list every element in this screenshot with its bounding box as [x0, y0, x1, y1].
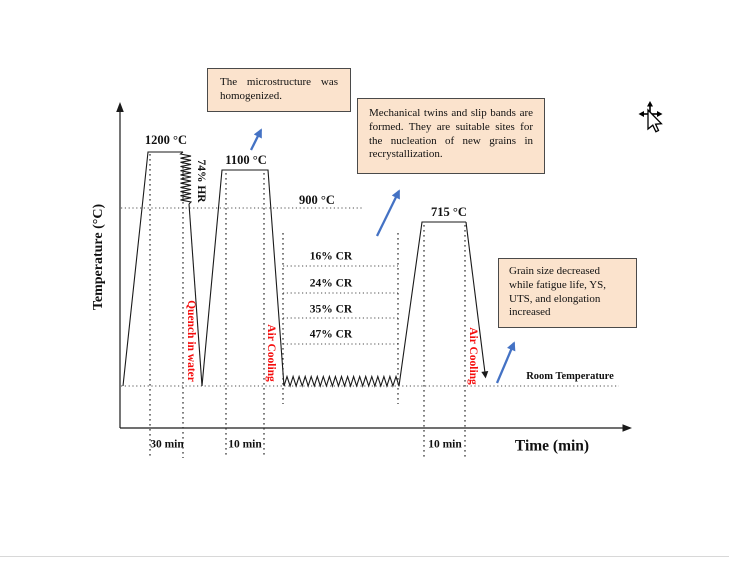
cold-roll-step-24: 24% CR [309, 277, 353, 290]
duration-10min-1: 10 min [228, 438, 262, 451]
callout-twins: Mechanical twins and slip bands are form… [357, 98, 545, 174]
peak1-temp-label: 1200 °C [144, 132, 188, 147]
vertical-dotted-guides [149, 154, 466, 458]
reference-dotted-lines [121, 207, 619, 387]
air-cooling-label-1: Air Cooling [264, 324, 277, 382]
cold-roll-step-47: 47% CR [309, 328, 353, 341]
peak2-temp-label: 1100 °C [225, 152, 267, 167]
move-cursor-icon [638, 101, 663, 133]
x-axis-label: Time (min) [514, 437, 590, 455]
peak2-1100c [201, 169, 285, 387]
arrow-to-homogenized-callout [249, 128, 263, 151]
y-axis-label: Temperature (°C) [91, 203, 106, 311]
cold-roll-step-16: 16% CR [309, 250, 353, 263]
heat-treatment-curve [122, 151, 489, 388]
quench-label: Quench in water [184, 300, 197, 382]
cold-roll-step-35: 35% CR [309, 303, 353, 316]
cold-roll-zigzag [283, 374, 400, 388]
x-axis-arrowhead [622, 424, 632, 432]
hot-roll-label: 74% HR [194, 159, 207, 203]
peak3-715c-rise [398, 221, 466, 387]
page-bottom-divider [0, 556, 729, 557]
duration-30min: 30 min [150, 438, 184, 451]
air-cooling-label-2: Air Cooling [466, 327, 479, 385]
peak3-temp-label: 715 °C [431, 204, 467, 219]
ref-900c-label: 900 °C [299, 192, 335, 207]
quench-line [188, 203, 203, 387]
callout-grain: Grain size decreased while fatigue life,… [498, 258, 637, 328]
y-axis-arrowhead [116, 102, 124, 112]
peak3-715c-descent-arrow [465, 221, 489, 379]
arrow-to-grain-callout [495, 341, 516, 384]
callout-homogenized: The microstructure was homogenized. [207, 68, 351, 112]
annotation-arrows [249, 128, 516, 384]
peak1-1200c [122, 151, 183, 387]
arrow-to-twins-callout [375, 189, 401, 237]
room-temperature-label: Room Temperature [526, 370, 614, 382]
hot-roll-zigzag [179, 151, 193, 205]
duration-10min-2: 10 min [428, 438, 462, 451]
